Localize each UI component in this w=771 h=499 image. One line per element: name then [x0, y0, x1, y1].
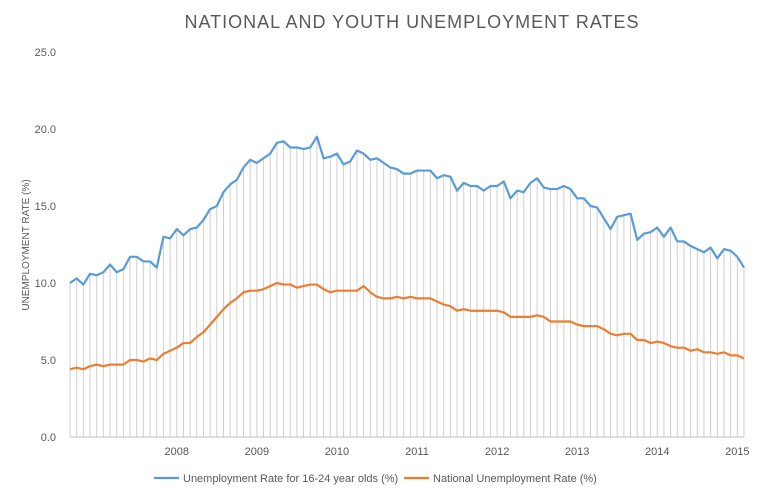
x-tick-label: 2011 — [405, 446, 429, 458]
legend-label: Unemployment Rate for 16-24 year olds (%… — [183, 473, 398, 485]
x-tick-label: 2014 — [645, 446, 669, 458]
x-tick-label: 2008 — [165, 446, 189, 458]
x-tick-label: 2012 — [485, 446, 509, 458]
legend: Unemployment Rate for 16-24 year olds (%… — [154, 473, 597, 485]
y-tick-label: 25.0 — [35, 47, 56, 59]
y-tick-label: 10.0 — [35, 278, 56, 290]
x-tick-label: 2010 — [325, 446, 349, 458]
x-tick-label: 2013 — [565, 446, 589, 458]
y-tick-label: 0.0 — [41, 432, 56, 444]
x-tick-label: 2009 — [245, 446, 269, 458]
y-tick-label: 15.0 — [35, 201, 56, 213]
x-tick-label: 2015 — [725, 446, 749, 458]
legend-label: National Unemployment Rate (%) — [433, 473, 597, 485]
x-tick-labels: 2008 2009 2010 2011 2012 2013 2014 2015 — [165, 446, 750, 458]
y-axis-label: UNEMPLOYMENT RATE (%) — [21, 179, 32, 310]
series-line — [69, 135, 745, 286]
series-line — [69, 281, 745, 371]
y-tick-label: 5.0 — [41, 355, 56, 367]
series-lines-group — [69, 135, 745, 371]
y-tick-label: 20.0 — [35, 124, 56, 136]
chart-title: NATIONAL AND YOUTH UNEMPLOYMENT RATES — [184, 12, 639, 32]
y-tick-labels: 0.0 5.0 10.0 15.0 20.0 25.0 — [35, 47, 56, 444]
drop-lines-group — [69, 136, 745, 437]
